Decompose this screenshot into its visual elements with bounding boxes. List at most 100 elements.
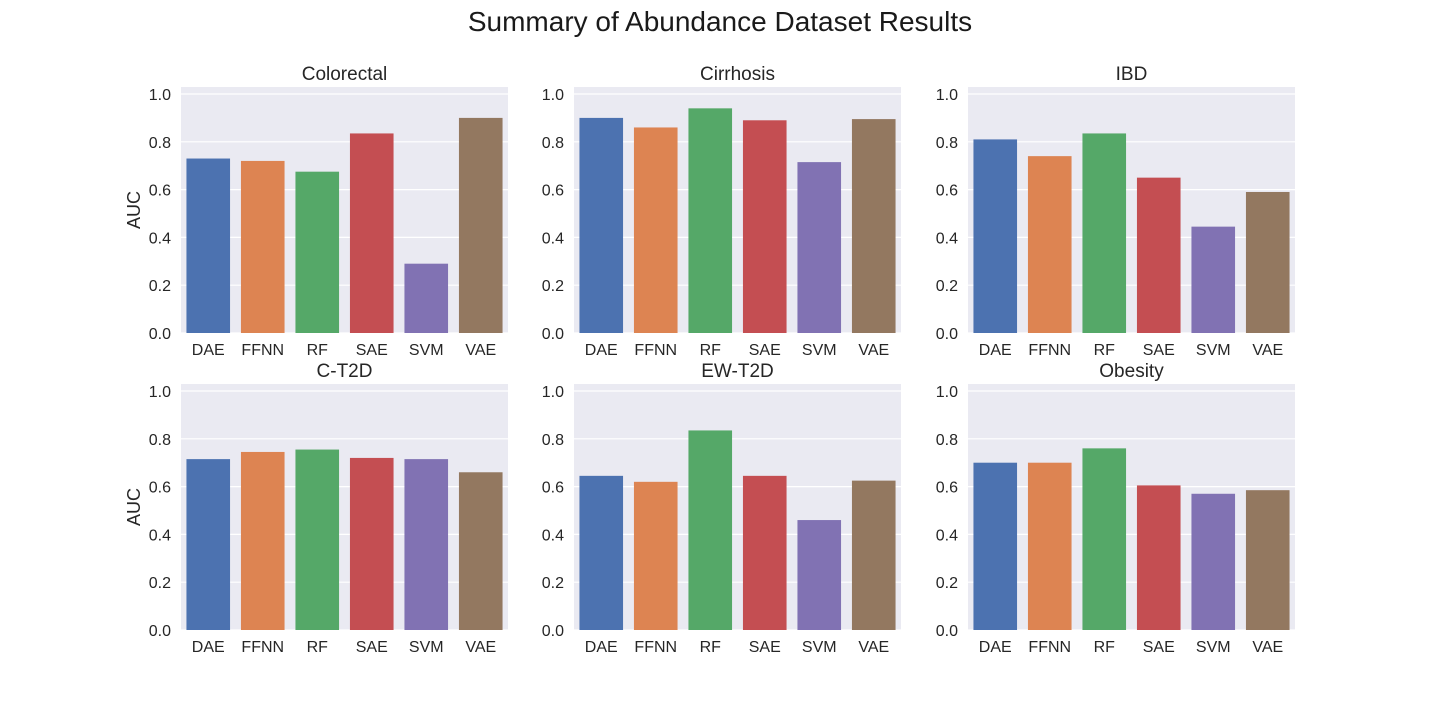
bar-sae bbox=[349, 133, 394, 333]
x-tick-label: SVM bbox=[1196, 639, 1231, 656]
x-tick-label: FFNN bbox=[634, 639, 677, 656]
x-tick-label: VAE bbox=[858, 639, 889, 656]
y-tick-label: 0.6 bbox=[149, 480, 171, 497]
subplot-ew-t2d: 0.0 0.2 0.4 0.6 0.8 1.0 DAE FFNN RF SAE SVM VAE EW-T… bbox=[542, 361, 901, 656]
y-tick-label: 0.0 bbox=[149, 623, 171, 640]
x-tick-label: RF bbox=[700, 342, 722, 359]
y-tick-label: 0.0 bbox=[542, 326, 564, 343]
bar-sae bbox=[349, 457, 394, 630]
x-tick-label: SVM bbox=[802, 342, 837, 359]
x-tick-label: FFNN bbox=[1028, 639, 1071, 656]
bar-dae bbox=[973, 139, 1018, 333]
y-tick-label: 0.6 bbox=[149, 183, 171, 200]
y-tick-label: 0.2 bbox=[936, 575, 958, 592]
x-tick-label: SVM bbox=[409, 342, 444, 359]
y-tick-label: 1.0 bbox=[542, 384, 564, 401]
y-tick-label: 0.4 bbox=[542, 527, 564, 544]
y-tick-label: 0.8 bbox=[542, 432, 564, 449]
x-tick-label: SAE bbox=[356, 639, 388, 656]
subplot-title: EW-T2D bbox=[701, 361, 773, 382]
y-tick-label: 0.2 bbox=[542, 278, 564, 295]
bar-ffnn bbox=[633, 481, 678, 630]
bar-dae bbox=[186, 158, 231, 333]
bar-rf bbox=[1082, 133, 1127, 333]
plot-area bbox=[574, 384, 901, 630]
y-tick-label: 0.8 bbox=[936, 135, 958, 152]
plot-area bbox=[968, 87, 1295, 333]
x-tick-label: FFNN bbox=[634, 342, 677, 359]
y-tick-label: 0.4 bbox=[936, 230, 958, 247]
bar-vae bbox=[458, 117, 503, 334]
bar-svm bbox=[404, 263, 449, 333]
bar-rf bbox=[295, 171, 340, 333]
plot-area bbox=[968, 384, 1295, 630]
bar-svm bbox=[797, 162, 842, 333]
y-tick-label: 1.0 bbox=[936, 87, 958, 104]
subplot-title: Obesity bbox=[1099, 361, 1164, 382]
x-tick-label: RF bbox=[1094, 639, 1116, 656]
plot-area bbox=[181, 87, 508, 333]
bar-dae bbox=[973, 462, 1018, 630]
x-tick-label: VAE bbox=[1252, 639, 1283, 656]
x-tick-label: RF bbox=[307, 342, 329, 359]
bar-ffnn bbox=[1027, 156, 1072, 333]
x-tick-label: DAE bbox=[585, 342, 618, 359]
x-tick-label: VAE bbox=[858, 342, 889, 359]
y-tick-label: 0.4 bbox=[149, 527, 171, 544]
bar-vae bbox=[851, 480, 896, 630]
bar-rf bbox=[688, 430, 733, 630]
bar-svm bbox=[1191, 493, 1236, 630]
bar-dae bbox=[186, 459, 231, 630]
bar-rf bbox=[688, 108, 733, 333]
y-tick-label: 0.0 bbox=[542, 623, 564, 640]
bar-ffnn bbox=[240, 160, 285, 333]
subplot-c-t2d: 0.0 0.2 0.4 0.6 0.8 1.0 DAE FFNN RF SAE SVM VAE C-T2… bbox=[124, 361, 508, 656]
bar-vae bbox=[851, 119, 896, 333]
plot-area bbox=[574, 87, 901, 333]
x-tick-label: DAE bbox=[585, 639, 618, 656]
y-tick-label: 0.2 bbox=[936, 278, 958, 295]
x-tick-label: SAE bbox=[1143, 639, 1175, 656]
y-tick-label: 0.4 bbox=[542, 230, 564, 247]
y-tick-label: 0.0 bbox=[149, 326, 171, 343]
y-tick-label: 0.2 bbox=[542, 575, 564, 592]
x-tick-label: DAE bbox=[192, 342, 225, 359]
bar-dae bbox=[579, 117, 624, 334]
bar-svm bbox=[404, 459, 449, 630]
bar-sae bbox=[1136, 485, 1181, 630]
y-tick-label: 0.6 bbox=[542, 480, 564, 497]
y-tick-label: 0.0 bbox=[936, 623, 958, 640]
y-tick-label: 0.4 bbox=[149, 230, 171, 247]
x-tick-label: RF bbox=[1094, 342, 1116, 359]
bar-sae bbox=[1136, 177, 1181, 333]
x-tick-label: DAE bbox=[192, 639, 225, 656]
y-tick-label: 0.8 bbox=[149, 432, 171, 449]
x-tick-label: RF bbox=[307, 639, 329, 656]
bar-rf bbox=[1082, 448, 1127, 630]
y-axis-label: AUC bbox=[124, 191, 144, 229]
y-tick-label: 0.0 bbox=[936, 326, 958, 343]
x-tick-label: SVM bbox=[802, 639, 837, 656]
x-tick-label: VAE bbox=[1252, 342, 1283, 359]
x-tick-label: FFNN bbox=[241, 342, 284, 359]
y-tick-label: 0.8 bbox=[149, 135, 171, 152]
bar-sae bbox=[742, 120, 787, 333]
bar-ffnn bbox=[240, 451, 285, 630]
y-tick-label: 0.8 bbox=[542, 135, 564, 152]
x-tick-label: SVM bbox=[1196, 342, 1231, 359]
y-tick-label: 1.0 bbox=[936, 384, 958, 401]
x-tick-label: SAE bbox=[1143, 342, 1175, 359]
y-tick-label: 1.0 bbox=[149, 87, 171, 104]
bar-ffnn bbox=[633, 127, 678, 334]
subplot-colorectal: 0.0 0.2 0.4 0.6 0.8 1.0 DAE FFNN RF SAE SVM VAE Colo… bbox=[124, 64, 508, 359]
bar-vae bbox=[1245, 191, 1290, 333]
subplot-title: C-T2D bbox=[317, 361, 373, 382]
subplot-title: IBD bbox=[1116, 64, 1148, 85]
plot-area bbox=[181, 384, 508, 630]
subplot-obesity: 0.0 0.2 0.4 0.6 0.8 1.0 DAE FFNN RF SAE SVM VAE Obes… bbox=[936, 361, 1295, 656]
y-axis-label: AUC bbox=[124, 488, 144, 526]
x-tick-label: SAE bbox=[749, 639, 781, 656]
subplot-title: Cirrhosis bbox=[700, 64, 775, 85]
